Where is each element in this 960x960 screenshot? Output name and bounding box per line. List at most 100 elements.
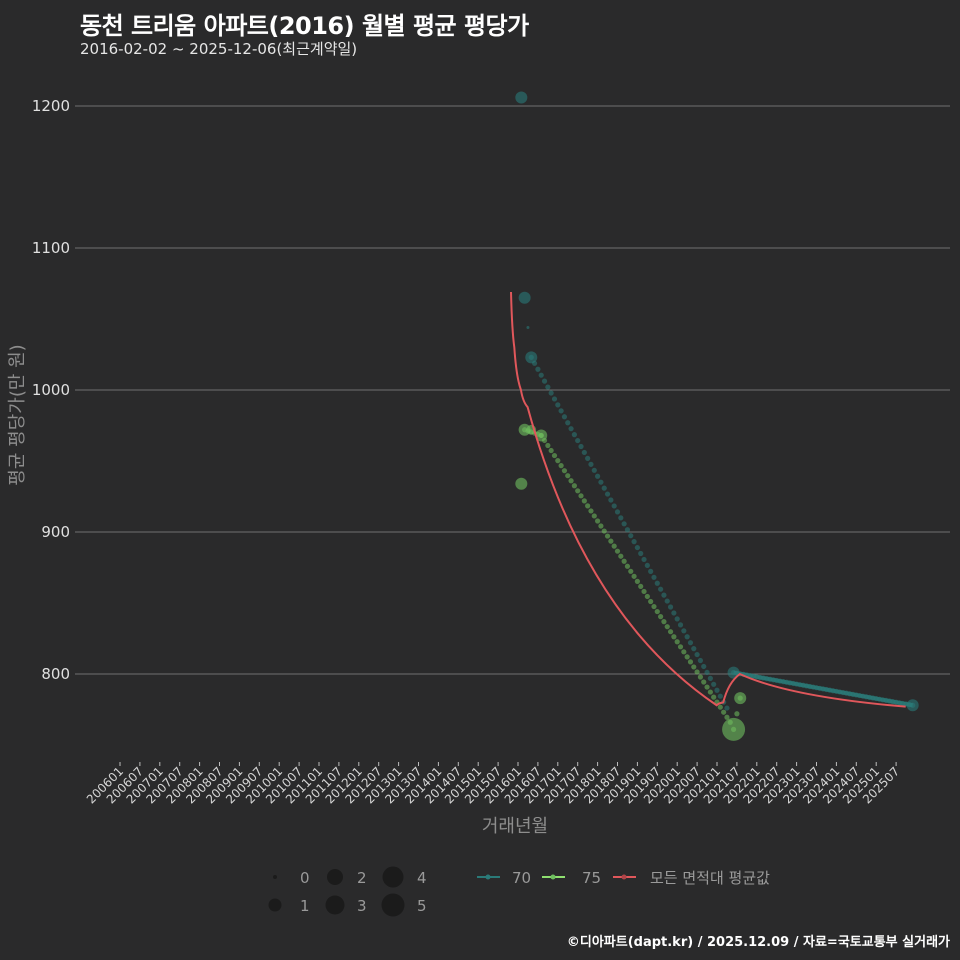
- interpolated-point: [561, 414, 568, 420]
- interpolated-point: [667, 604, 674, 610]
- interpolated-point: [681, 649, 687, 655]
- interpolated-point: [634, 578, 641, 584]
- size-4-icon: [382, 866, 404, 888]
- y-tick-label: 900: [41, 523, 70, 541]
- interpolated-point: [724, 714, 730, 720]
- interpolated-point: [624, 563, 631, 569]
- legend-label-average: 모든 면적대 평균값: [650, 869, 770, 887]
- interpolated-point: [614, 548, 621, 554]
- interpolated-point: [677, 622, 684, 628]
- interpolated-point: [541, 378, 548, 384]
- interpolated-point: [694, 669, 700, 675]
- interpolated-point: [707, 675, 713, 681]
- interpolated-point: [591, 467, 597, 473]
- footer-credit: ©디아파트(dapt.kr) / 2025.12.09 / 자료=국토교통부 실…: [566, 935, 950, 950]
- interpolated-point: [614, 509, 621, 515]
- legend-label-75: 75: [582, 869, 601, 887]
- interpolated-point: [667, 629, 674, 635]
- interpolated-point: [548, 447, 554, 454]
- interpolated-point: [694, 651, 700, 658]
- interpolated-point: [588, 461, 594, 467]
- legend-dot-average-icon: [621, 874, 627, 880]
- interpolated-point: [707, 689, 713, 695]
- series-average: [510, 291, 906, 708]
- interpolated-point: [711, 694, 717, 700]
- y-axis-title: 평균 평당가(만 원): [7, 344, 28, 485]
- interpolated-point: [684, 634, 690, 640]
- interpolated-point: [674, 639, 680, 645]
- interpolated-point: [654, 608, 660, 615]
- interpolated-point: [565, 473, 571, 479]
- interpolated-point: [631, 573, 637, 579]
- chart-subtitle: 2016-02-02 ~ 2025-12-06(최근계약일): [80, 40, 358, 58]
- legend: 0 1 2 3 4 5 70 75 모든 면적대 평균값: [268, 866, 770, 917]
- interpolated-point: [548, 390, 554, 396]
- interpolated-point: [585, 455, 591, 462]
- average-line: [510, 291, 906, 708]
- interpolated-point: [618, 553, 624, 559]
- interpolated-point: [691, 646, 697, 652]
- interpolated-point: [601, 485, 607, 491]
- interpolated-point: [648, 598, 654, 605]
- interpolated-point: [671, 610, 677, 616]
- interpolated-point: [704, 669, 710, 676]
- interpolated-point: [721, 709, 727, 715]
- interpolated-point: [604, 491, 611, 497]
- interpolated-point: [595, 518, 601, 524]
- interpolated-point: [598, 523, 604, 529]
- interpolated-point: [621, 521, 627, 527]
- interpolated-point: [545, 384, 551, 390]
- interpolated-point: [687, 640, 694, 646]
- interpolated-point: [601, 528, 607, 534]
- grid-lines: [75, 105, 950, 675]
- data-point: [535, 429, 548, 442]
- size-5-icon: [381, 893, 405, 917]
- y-tick-label: 1200: [32, 97, 70, 115]
- interpolated-point: [568, 478, 574, 484]
- interpolated-point: [654, 580, 660, 586]
- y-tick-label: 800: [41, 665, 70, 683]
- interpolated-point: [628, 568, 634, 574]
- interpolated-point: [701, 679, 707, 685]
- interpolated-point: [624, 527, 631, 533]
- size-legend-label: 0: [300, 869, 310, 887]
- interpolated-point: [595, 473, 601, 479]
- size-1-icon: [268, 898, 282, 912]
- interpolated-point: [714, 687, 720, 693]
- data-point: [734, 692, 747, 705]
- interpolated-point: [704, 684, 710, 690]
- interpolated-point: [621, 558, 627, 564]
- size-legend-label: 4: [417, 869, 427, 887]
- interpolated-point: [558, 463, 564, 469]
- interpolated-point: [651, 603, 657, 610]
- size-legend-label: 1: [300, 897, 310, 915]
- size-0-icon: [273, 875, 277, 879]
- interpolated-point: [558, 408, 564, 414]
- interpolated-point: [638, 583, 644, 590]
- interpolated-point: [651, 574, 657, 580]
- interpolated-point: [551, 396, 558, 402]
- series-70-line: [733, 670, 914, 708]
- interpolated-point: [734, 711, 740, 717]
- x-axis-title: 거래년월: [482, 816, 548, 837]
- interpolated-point: [591, 513, 597, 519]
- interpolated-point: [674, 616, 680, 622]
- x-axis-ticks: 2006012006072007012007072008012008072009…: [84, 762, 902, 807]
- interpolated-point: [701, 663, 707, 670]
- interpolated-point: [691, 664, 697, 670]
- interpolated-point: [644, 593, 650, 600]
- interpolated-point: [661, 592, 667, 598]
- interpolated-point: [581, 498, 587, 504]
- interpolated-point: [658, 614, 664, 620]
- interpolated-point: [641, 556, 647, 563]
- interpolated-point: [608, 538, 614, 544]
- interpolated-point: [585, 503, 591, 509]
- series-70: [515, 91, 919, 712]
- interpolated-point: [641, 588, 647, 595]
- interpolated-point: [697, 657, 704, 664]
- interpolated-point: [565, 420, 571, 426]
- interpolated-point: [697, 674, 704, 680]
- series-legend: 70 75 모든 면적대 평균값: [477, 869, 770, 887]
- interpolated-point: [658, 586, 664, 592]
